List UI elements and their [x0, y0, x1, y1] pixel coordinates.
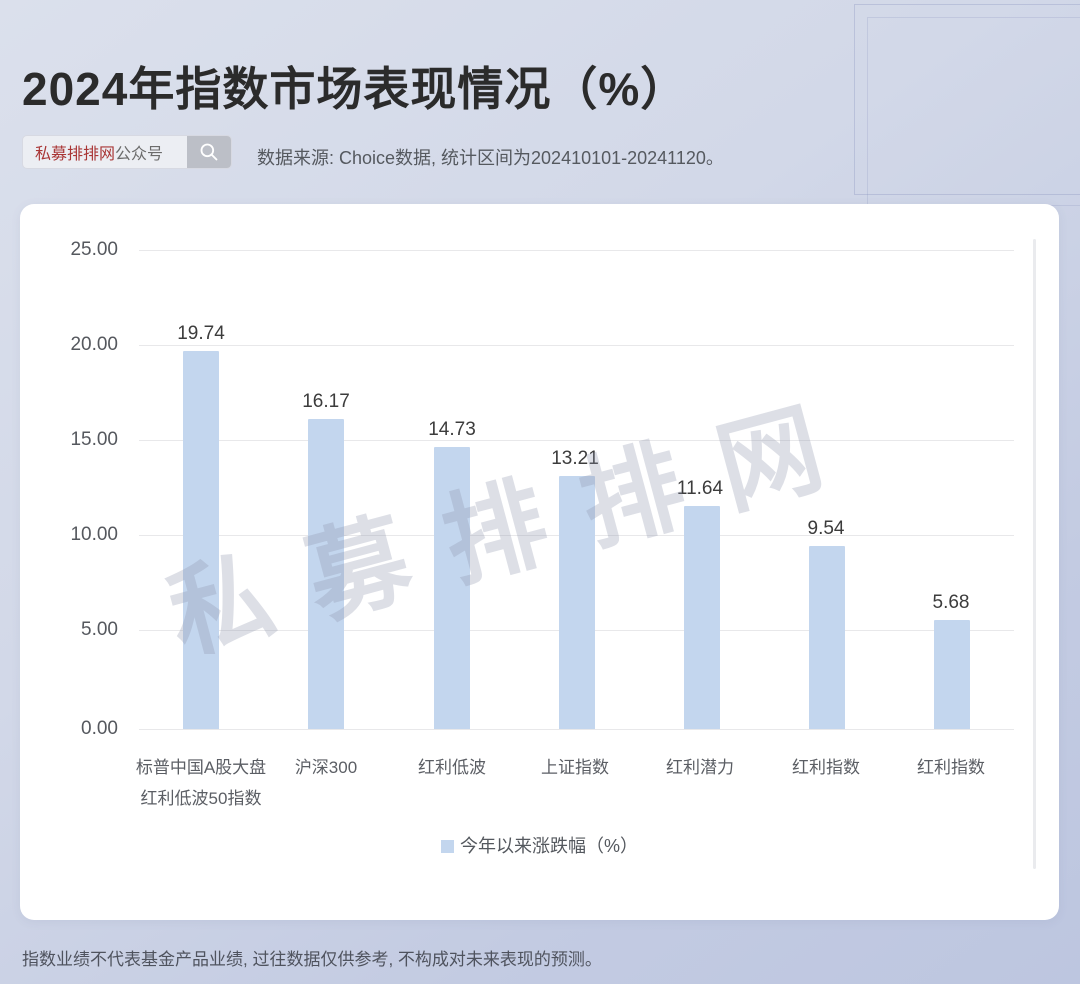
svg-text:私募排排网: 私募排排网 — [157, 381, 872, 654]
